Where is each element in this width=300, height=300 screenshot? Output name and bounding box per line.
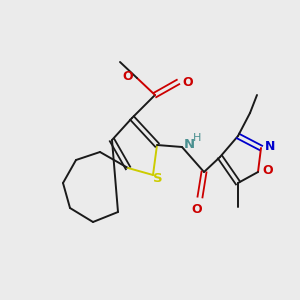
Text: O: O [182, 76, 193, 88]
Text: N: N [184, 139, 195, 152]
Text: N: N [265, 140, 275, 154]
Text: O: O [262, 164, 273, 178]
Text: S: S [153, 172, 163, 184]
Text: O: O [122, 70, 133, 83]
Text: O: O [192, 203, 202, 216]
Text: H: H [193, 133, 201, 143]
